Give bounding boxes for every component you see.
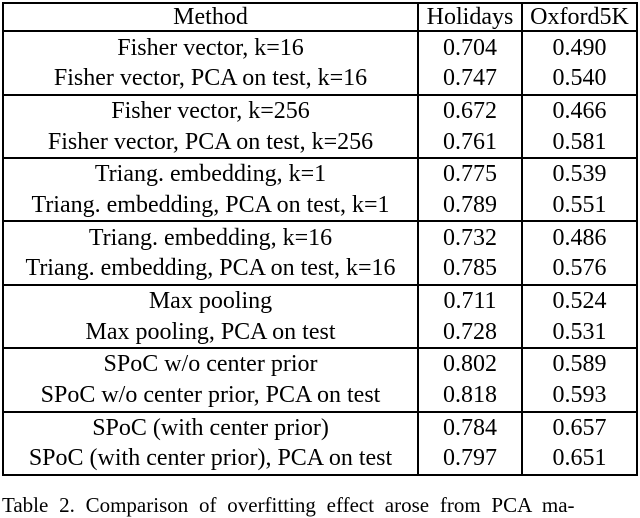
method-cell: Fisher vector, k=16 bbox=[2, 31, 419, 64]
oxford5k-value-cell: 0.539 bbox=[521, 158, 638, 190]
table-row: Triang. embedding, PCA on test, k=1 0.789… bbox=[2, 189, 638, 222]
header-row: Method Holidays Oxford5K bbox=[2, 1, 638, 33]
oxford5k-value-cell: 0.593 bbox=[521, 379, 638, 412]
holidays-value-cell: 0.672 bbox=[417, 94, 523, 127]
method-cell: Triang. embedding, PCA on test, k=1 bbox=[2, 189, 419, 222]
table-row: SPoC (with center prior), PCA on test 0.7… bbox=[2, 443, 638, 475]
holidays-value-cell: 0.785 bbox=[417, 253, 523, 285]
oxford5k-value-cell: 0.490 bbox=[521, 31, 638, 64]
method-cell: SPoC w/o center prior, PCA on test bbox=[2, 379, 419, 412]
method-cell: Max pooling, PCA on test bbox=[2, 316, 419, 349]
method-cell: Triang. embedding, k=1 bbox=[2, 158, 419, 190]
table-row: Triang. embedding, PCA on test, k=16 0.78… bbox=[2, 253, 638, 285]
method-cell: Fisher vector, PCA on test, k=256 bbox=[2, 126, 419, 159]
table-group: Max pooling 0.711 0.524 Max pooling, PCA on… bbox=[2, 284, 638, 349]
header-cell-holidays: Holidays bbox=[417, 1, 523, 33]
method-cell: Triang. embedding, k=16 bbox=[2, 221, 419, 254]
table-row: Max pooling, PCA on test 0.728 0.531 bbox=[2, 316, 638, 349]
table-row: Fisher vector, PCA on test, k=256 0.761 0.… bbox=[2, 126, 638, 159]
oxford5k-value-cell: 0.657 bbox=[521, 411, 638, 444]
oxford5k-value-cell: 0.531 bbox=[521, 316, 638, 349]
table-group: SPoC (with center prior) 0.784 0.657 SPoC (… bbox=[2, 411, 638, 475]
method-cell: SPoC w/o center prior bbox=[2, 348, 419, 380]
header-cell-oxford5k: Oxford5K bbox=[521, 1, 638, 33]
table-row: SPoC w/o center prior, PCA on test 0.818 0… bbox=[2, 379, 638, 412]
holidays-value-cell: 0.732 bbox=[417, 221, 523, 254]
oxford5k-value-cell: 0.581 bbox=[521, 126, 638, 159]
table-group: Triang. embedding, k=1 0.775 0.539 Triang. … bbox=[2, 158, 638, 222]
table-group: Triang. embedding, k=16 0.732 0.486 Triang.… bbox=[2, 221, 638, 285]
oxford5k-value-cell: 0.589 bbox=[521, 348, 638, 380]
table-group: Fisher vector, k=16 0.704 0.490 Fisher vect… bbox=[2, 31, 638, 95]
holidays-value-cell: 0.747 bbox=[417, 63, 523, 95]
table-row: SPoC (with center prior) 0.784 0.657 bbox=[2, 411, 638, 444]
table-group: Fisher vector, k=256 0.672 0.466 Fisher vec… bbox=[2, 94, 638, 159]
table-row: Max pooling 0.711 0.524 bbox=[2, 284, 638, 317]
method-cell: Fisher vector, k=256 bbox=[2, 94, 419, 127]
holidays-value-cell: 0.784 bbox=[417, 411, 523, 444]
oxford5k-value-cell: 0.551 bbox=[521, 189, 638, 222]
holidays-value-cell: 0.728 bbox=[417, 316, 523, 349]
oxford5k-value-cell: 0.540 bbox=[521, 63, 638, 95]
table-row: Fisher vector, PCA on test, k=16 0.747 0.5… bbox=[2, 63, 638, 95]
holidays-value-cell: 0.789 bbox=[417, 189, 523, 222]
table-row: SPoC w/o center prior 0.802 0.589 bbox=[2, 348, 638, 380]
holidays-value-cell: 0.775 bbox=[417, 158, 523, 190]
results-table: Method Holidays Oxford5K Fisher vector, … bbox=[2, 1, 638, 476]
holidays-value-cell: 0.802 bbox=[417, 348, 523, 380]
table-row: Triang. embedding, k=1 0.775 0.539 bbox=[2, 158, 638, 190]
header-cell-method: Method bbox=[2, 1, 419, 33]
holidays-value-cell: 0.704 bbox=[417, 31, 523, 64]
method-cell: Fisher vector, PCA on test, k=16 bbox=[2, 63, 419, 95]
method-cell: Triang. embedding, PCA on test, k=16 bbox=[2, 253, 419, 285]
method-cell: SPoC (with center prior), PCA on test bbox=[2, 443, 419, 475]
method-cell: SPoC (with center prior) bbox=[2, 411, 419, 444]
oxford5k-value-cell: 0.651 bbox=[521, 443, 638, 475]
table-header: Method Holidays Oxford5K bbox=[2, 1, 638, 33]
holidays-value-cell: 0.797 bbox=[417, 443, 523, 475]
oxford5k-value-cell: 0.524 bbox=[521, 284, 638, 317]
oxford5k-value-cell: 0.576 bbox=[521, 253, 638, 285]
holidays-value-cell: 0.711 bbox=[417, 284, 523, 317]
oxford5k-value-cell: 0.466 bbox=[521, 94, 638, 127]
table-caption: Table 2. Comparison of overfitting effec… bbox=[2, 493, 575, 517]
table-row: Fisher vector, k=16 0.704 0.490 bbox=[2, 31, 638, 64]
method-cell: Max pooling bbox=[2, 284, 419, 317]
table-row: Fisher vector, k=256 0.672 0.466 bbox=[2, 94, 638, 127]
holidays-value-cell: 0.761 bbox=[417, 126, 523, 159]
oxford5k-value-cell: 0.486 bbox=[521, 221, 638, 254]
table-group: SPoC w/o center prior 0.802 0.589 SPoC w/o … bbox=[2, 348, 638, 412]
holidays-value-cell: 0.818 bbox=[417, 379, 523, 412]
table-row: Triang. embedding, k=16 0.732 0.486 bbox=[2, 221, 638, 254]
